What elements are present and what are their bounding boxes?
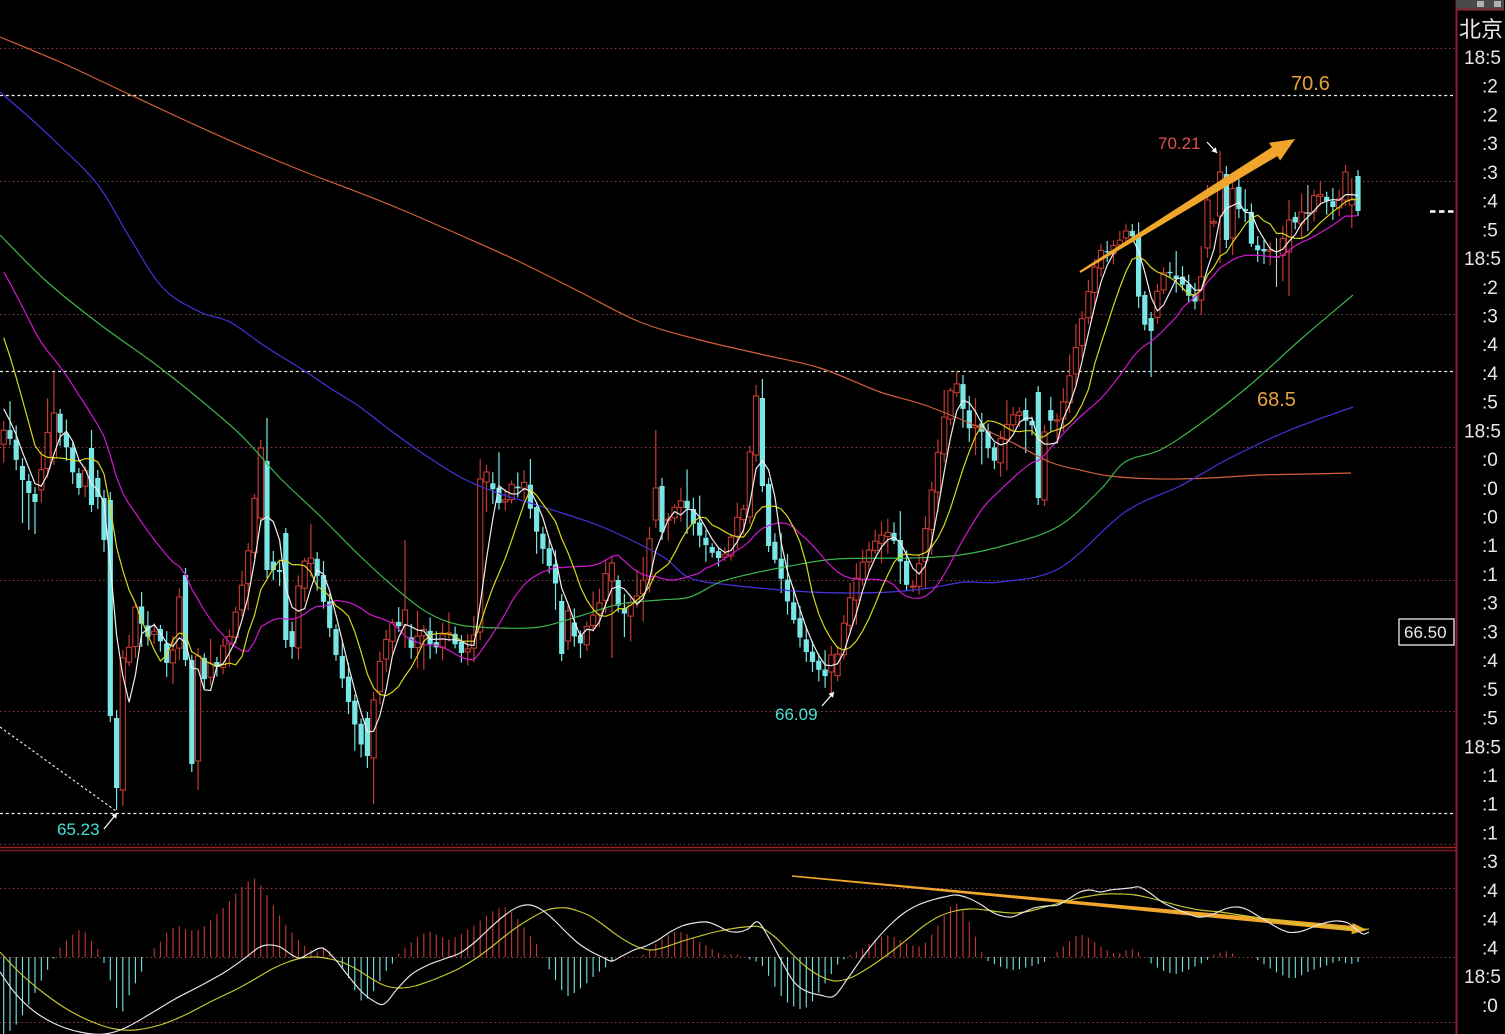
- svg-text::4: :4: [1482, 335, 1498, 356]
- svg-text::0: :0: [1482, 508, 1498, 529]
- svg-text::4: :4: [1482, 910, 1498, 931]
- svg-text:65.23: 65.23: [57, 820, 100, 839]
- svg-text::4: :4: [1482, 938, 1498, 959]
- svg-text::1: :1: [1482, 766, 1498, 787]
- svg-text::4: :4: [1482, 651, 1498, 672]
- svg-text::4: :4: [1482, 192, 1498, 213]
- svg-text::2: :2: [1482, 77, 1498, 98]
- svg-text::0: :0: [1482, 450, 1498, 471]
- svg-text:70.21: 70.21: [1158, 134, 1201, 153]
- svg-text::2: :2: [1482, 105, 1498, 126]
- svg-text:18:5: 18:5: [1464, 249, 1501, 270]
- svg-text::5: :5: [1482, 680, 1498, 701]
- svg-text::4: :4: [1482, 881, 1498, 902]
- svg-text::2: :2: [1482, 278, 1498, 299]
- svg-text::0: :0: [1482, 479, 1498, 500]
- svg-text::1: :1: [1482, 823, 1498, 844]
- svg-text::5: :5: [1482, 220, 1498, 241]
- svg-text::5: :5: [1482, 393, 1498, 414]
- svg-text::3: :3: [1482, 594, 1498, 615]
- svg-text::3: :3: [1482, 622, 1498, 643]
- svg-text::3: :3: [1482, 163, 1498, 184]
- svg-text::3: :3: [1482, 134, 1498, 155]
- svg-text:18:5: 18:5: [1464, 737, 1501, 758]
- svg-text::5: :5: [1482, 709, 1498, 730]
- svg-text:66.09: 66.09: [775, 705, 818, 724]
- svg-text:18:5: 18:5: [1464, 421, 1501, 442]
- svg-text::1: :1: [1482, 536, 1498, 557]
- svg-text:18:5: 18:5: [1464, 48, 1501, 69]
- svg-text:68.5: 68.5: [1257, 389, 1296, 411]
- svg-text:70.6: 70.6: [1291, 73, 1330, 95]
- svg-text::1: :1: [1482, 565, 1498, 586]
- svg-text::0: :0: [1482, 996, 1498, 1017]
- svg-text::1: :1: [1482, 795, 1498, 816]
- svg-text:北京: 北京: [1459, 17, 1503, 42]
- svg-text::4: :4: [1482, 364, 1498, 385]
- svg-text::3: :3: [1482, 852, 1498, 873]
- svg-text::3: :3: [1482, 307, 1498, 328]
- svg-text:66.50: 66.50: [1404, 623, 1447, 642]
- svg-text:18:5: 18:5: [1464, 967, 1501, 988]
